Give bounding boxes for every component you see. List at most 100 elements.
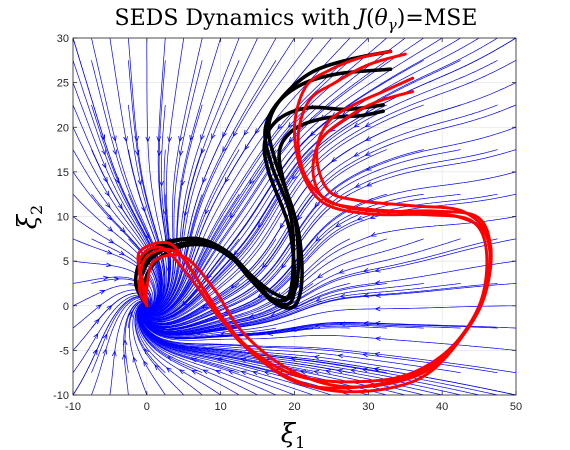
streamline [135, 302, 203, 395]
streamline [139, 302, 387, 395]
streamline [139, 303, 424, 374]
streamline [73, 82, 162, 310]
streamline [140, 303, 461, 374]
demonstration-trajectory [133, 67, 393, 308]
y-tick-label: 15 [57, 167, 69, 179]
streamline [140, 303, 498, 339]
streamline [141, 193, 498, 331]
x-tick-label: -10 [65, 401, 81, 413]
streamline [143, 238, 240, 319]
streamline [123, 300, 148, 395]
streamline [73, 216, 157, 309]
streamline [143, 38, 406, 317]
tick-layer: -10 0 10 20 30 40 50 -10 -5 0 5 10 15 20 25 30 [53, 33, 522, 413]
y-tick-label: -10 [53, 390, 69, 402]
streamline [143, 104, 424, 323]
streamline [143, 104, 387, 321]
x-tick-label: 30 [362, 401, 374, 413]
streamline [91, 238, 156, 309]
streamline [138, 302, 240, 374]
streamline [144, 38, 314, 314]
streamline [144, 60, 351, 316]
y-tick-label: 20 [57, 122, 69, 134]
streamline [141, 238, 387, 333]
streamline [141, 193, 461, 330]
y-tick-label: -5 [59, 345, 69, 357]
streamline [143, 59, 461, 320]
streamline [132, 301, 166, 395]
streamline [146, 283, 166, 311]
streamline [144, 60, 277, 314]
streamline [139, 303, 516, 395]
streamline [144, 104, 203, 312]
y-tick-label: 10 [57, 212, 69, 224]
streamline [73, 193, 158, 309]
streamline [144, 38, 295, 314]
streamline [91, 278, 152, 307]
x-axis-label: ξ1 [281, 419, 306, 450]
streamline [73, 260, 154, 308]
streamline [73, 149, 160, 309]
streamline [144, 38, 258, 313]
streamline [138, 302, 314, 395]
streamline [145, 104, 170, 311]
streamline [128, 60, 166, 311]
streamline [138, 302, 332, 395]
streamline [144, 60, 240, 313]
streamline [144, 238, 203, 315]
reproduction-trajectories [136, 49, 493, 394]
streamline [91, 38, 163, 310]
streamline [91, 149, 161, 310]
reproduction-trajectory [136, 76, 493, 390]
streamline [145, 60, 170, 311]
streamline [142, 149, 424, 327]
streamline [128, 104, 165, 311]
streamline [144, 38, 369, 316]
streamline [73, 276, 152, 307]
streamline [128, 238, 159, 309]
streamline [137, 302, 258, 395]
streamline [91, 297, 149, 395]
streamline [73, 296, 150, 395]
streamline [91, 296, 149, 373]
x-tick-label: 50 [510, 401, 522, 413]
chart-title: SEDS Dynamics with J(θγ)=MSE [115, 6, 478, 34]
streamline [73, 238, 155, 308]
streamline [134, 302, 166, 373]
x-tick-label: 20 [288, 401, 300, 413]
streamline [109, 298, 149, 395]
streamline [146, 38, 168, 311]
streamline [141, 283, 498, 336]
streamline [142, 149, 387, 326]
x-tick-label: 40 [436, 401, 448, 413]
streamline [145, 38, 203, 312]
streamline [91, 104, 162, 310]
streamline [137, 302, 203, 374]
streamline [73, 294, 150, 373]
streamline [139, 302, 277, 374]
y-tick-label: 0 [63, 301, 69, 313]
x-tick-label: 10 [215, 401, 227, 413]
streamline [142, 104, 498, 325]
streamline [73, 60, 162, 310]
streamline [124, 300, 149, 373]
streamline [144, 60, 203, 312]
streamline [138, 302, 277, 395]
y-tick-label: 5 [63, 256, 69, 268]
streamline [141, 238, 498, 334]
y-tick-label: 30 [57, 33, 69, 45]
streamline [73, 127, 160, 310]
streamline [144, 104, 240, 313]
streamline [140, 303, 516, 351]
streamline [144, 104, 314, 316]
y-tick-label: 25 [57, 78, 69, 90]
streamline [144, 38, 240, 313]
streamline [140, 303, 516, 337]
streamline [141, 238, 351, 332]
streamline [91, 193, 159, 309]
demonstration-trajectory [137, 103, 385, 308]
streamline [139, 303, 480, 395]
streamline [136, 302, 221, 395]
streamline [139, 302, 314, 374]
streamline [140, 303, 516, 374]
